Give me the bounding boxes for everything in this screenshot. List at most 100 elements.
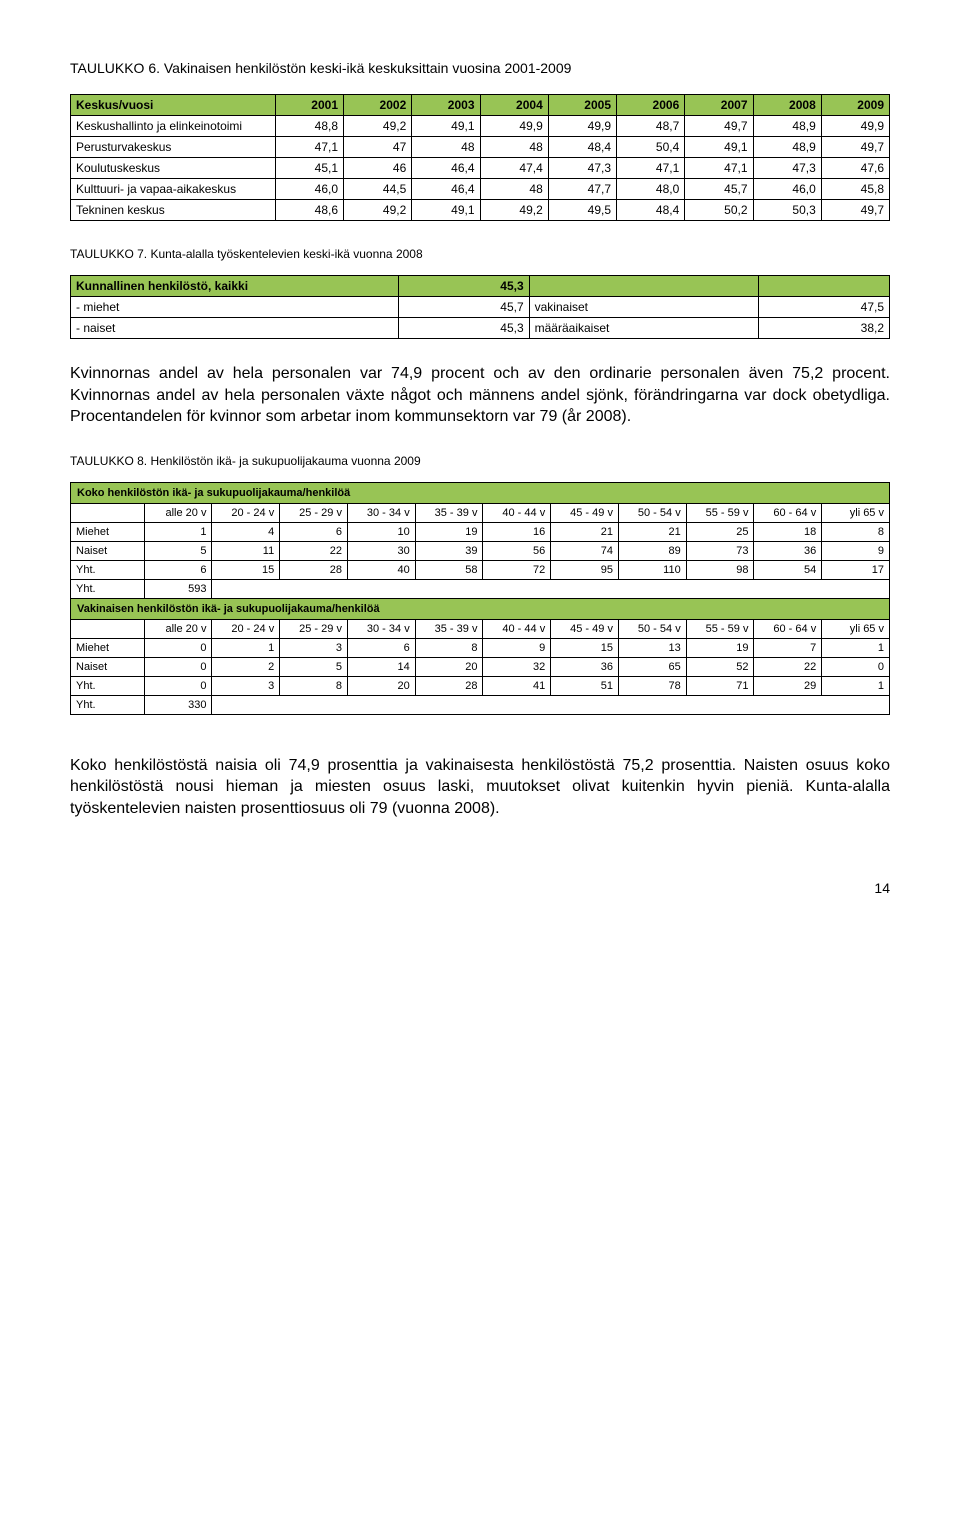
cell: 6 bbox=[347, 638, 415, 657]
cell: 52 bbox=[686, 657, 754, 676]
cell: Keskushallinto ja elinkeinotoimi bbox=[71, 116, 276, 137]
cell: 39 bbox=[415, 541, 483, 560]
table-row: Yht.038202841517871291 bbox=[71, 676, 890, 695]
cell: 6 bbox=[144, 560, 212, 579]
cell: 20 bbox=[415, 657, 483, 676]
cell: 14 bbox=[347, 657, 415, 676]
age-header: 50 - 54 v bbox=[618, 619, 686, 638]
age-header: 40 - 44 v bbox=[483, 503, 551, 522]
cell: 46,0 bbox=[753, 179, 821, 200]
table-row: Naiset025142032366552220 bbox=[71, 657, 890, 676]
cell: 47 bbox=[344, 137, 412, 158]
cell: 32 bbox=[483, 657, 551, 676]
cell: 78 bbox=[618, 676, 686, 695]
t8-sec2-title: Vakinaisen henkilöstön ikä- ja sukupuoli… bbox=[71, 598, 890, 619]
cell: 49,5 bbox=[548, 200, 616, 221]
cell: 48,8 bbox=[275, 116, 343, 137]
cell: 49,1 bbox=[685, 137, 753, 158]
cell: 48 bbox=[480, 137, 548, 158]
t7-row1: - miehet 45,7 vakinaiset 47,5 bbox=[71, 297, 890, 318]
t6-header-row: Keskus/vuosi 2001 2002 2003 2004 2005 20… bbox=[71, 95, 890, 116]
age-header: 55 - 59 v bbox=[686, 619, 754, 638]
t7-r0c2 bbox=[529, 276, 758, 297]
cell: 47,7 bbox=[548, 179, 616, 200]
cell: 74 bbox=[551, 541, 619, 560]
cell: 49,9 bbox=[480, 116, 548, 137]
cell: 8 bbox=[822, 522, 890, 541]
cell: 47,3 bbox=[548, 158, 616, 179]
cell: Tekninen keskus bbox=[71, 200, 276, 221]
cell: 48,4 bbox=[548, 137, 616, 158]
cell: 1 bbox=[212, 638, 280, 657]
cell: 29 bbox=[754, 676, 822, 695]
cell: 49,7 bbox=[821, 137, 889, 158]
cell: 49,2 bbox=[344, 200, 412, 221]
t8-s2-tot-val: 330 bbox=[144, 695, 212, 714]
cell: 98 bbox=[686, 560, 754, 579]
cell: Naiset bbox=[71, 541, 145, 560]
table-row: Koulutuskeskus45,14646,447,447,347,147,1… bbox=[71, 158, 890, 179]
cell: Kulttuuri- ja vapaa-aikakeskus bbox=[71, 179, 276, 200]
cell: 48,4 bbox=[617, 200, 685, 221]
age-header: 60 - 64 v bbox=[754, 619, 822, 638]
cell: 95 bbox=[551, 560, 619, 579]
cell: 10 bbox=[347, 522, 415, 541]
cell: 3 bbox=[280, 638, 348, 657]
t7-r1c2: vakinaiset bbox=[529, 297, 758, 318]
t8-s1-blank bbox=[212, 579, 890, 598]
age-header: 20 - 24 v bbox=[212, 503, 280, 522]
cell: 46,0 bbox=[275, 179, 343, 200]
cell: 48 bbox=[480, 179, 548, 200]
t8-table: Koko henkilöstön ikä- ja sukupuolijakaum… bbox=[70, 482, 890, 715]
age-header: alle 20 v bbox=[144, 503, 212, 522]
cell: 2 bbox=[212, 657, 280, 676]
t8-s1-total: Yht. 593 bbox=[71, 579, 890, 598]
cell: 65 bbox=[618, 657, 686, 676]
cell: 54 bbox=[754, 560, 822, 579]
age-header bbox=[71, 503, 145, 522]
cell: 72 bbox=[483, 560, 551, 579]
cell: 49,9 bbox=[821, 116, 889, 137]
cell: 3 bbox=[212, 676, 280, 695]
cell: 50,2 bbox=[685, 200, 753, 221]
para1: Kvinnornas andel av hela personalen var … bbox=[70, 363, 890, 428]
age-header: 25 - 29 v bbox=[280, 619, 348, 638]
cell: 50,3 bbox=[753, 200, 821, 221]
cell: 89 bbox=[618, 541, 686, 560]
t6-h5: 2005 bbox=[548, 95, 616, 116]
cell: 8 bbox=[280, 676, 348, 695]
t8-age-hdr2: alle 20 v20 - 24 v25 - 29 v30 - 34 v35 -… bbox=[71, 619, 890, 638]
cell: 15 bbox=[551, 638, 619, 657]
cell: 58 bbox=[415, 560, 483, 579]
t8-s2-tot-lbl: Yht. bbox=[71, 695, 145, 714]
cell: 15 bbox=[212, 560, 280, 579]
table-row: Keskushallinto ja elinkeinotoimi48,849,2… bbox=[71, 116, 890, 137]
cell: 49,1 bbox=[412, 116, 480, 137]
age-header: 45 - 49 v bbox=[551, 503, 619, 522]
t8-s2-blank bbox=[212, 695, 890, 714]
table-row: Naiset51122303956748973369 bbox=[71, 541, 890, 560]
t8-s2-total: Yht. 330 bbox=[71, 695, 890, 714]
cell: 1 bbox=[144, 522, 212, 541]
cell: 17 bbox=[822, 560, 890, 579]
age-header: 60 - 64 v bbox=[754, 503, 822, 522]
cell: 1 bbox=[822, 638, 890, 657]
t8-sec1-title: Koko henkilöstön ikä- ja sukupuolijakaum… bbox=[71, 482, 890, 503]
t8-sec1-title-row: Koko henkilöstön ikä- ja sukupuolijakaum… bbox=[71, 482, 890, 503]
cell: Koulutuskeskus bbox=[71, 158, 276, 179]
cell: 28 bbox=[280, 560, 348, 579]
cell: 9 bbox=[483, 638, 551, 657]
t6-h4: 2004 bbox=[480, 95, 548, 116]
cell: 49,9 bbox=[548, 116, 616, 137]
cell: 19 bbox=[686, 638, 754, 657]
cell: 0 bbox=[144, 657, 212, 676]
t6-h7: 2007 bbox=[685, 95, 753, 116]
t7-r0c1: 45,3 bbox=[398, 276, 529, 297]
cell: 47,4 bbox=[480, 158, 548, 179]
t8-s1-tot-lbl: Yht. bbox=[71, 579, 145, 598]
age-header: 40 - 44 v bbox=[483, 619, 551, 638]
cell: 48 bbox=[412, 137, 480, 158]
cell: 8 bbox=[415, 638, 483, 657]
cell: 49,7 bbox=[821, 200, 889, 221]
cell: 9 bbox=[822, 541, 890, 560]
